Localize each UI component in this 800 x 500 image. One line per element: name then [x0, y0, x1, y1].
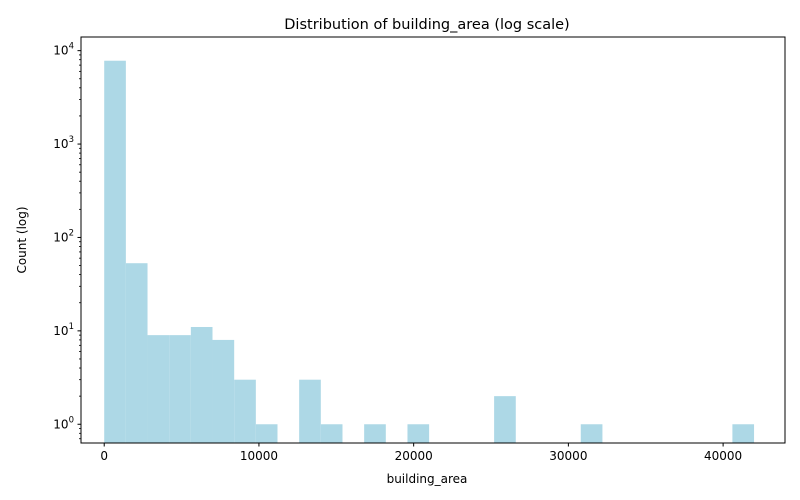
- histogram-bar: [234, 379, 256, 443]
- histogram-bar: [169, 335, 191, 443]
- histogram-bar: [190, 326, 213, 443]
- x-axis-label: building_area: [387, 472, 468, 486]
- histogram-bar: [732, 424, 755, 443]
- histogram-bar: [580, 424, 603, 443]
- y-tick-label: 100: [53, 415, 74, 431]
- histogram-bar: [212, 339, 235, 443]
- y-tick-label: 102: [53, 228, 74, 244]
- y-tick-label: 101: [53, 322, 74, 338]
- x-tick-label: 10000: [240, 449, 278, 463]
- x-tick-label: 30000: [549, 449, 587, 463]
- y-axis-label: Count (log): [15, 206, 29, 273]
- bars-group: [104, 60, 755, 443]
- chart-title: Distribution of building_area (log scale…: [284, 17, 569, 33]
- y-tick-label: 103: [53, 135, 74, 151]
- histogram-bar: [125, 263, 148, 443]
- x-tick-label: 20000: [395, 449, 433, 463]
- histogram-bar: [494, 396, 516, 443]
- histogram-bar: [364, 424, 386, 443]
- y-tick-label: 104: [53, 42, 74, 58]
- histogram-bar: [147, 335, 170, 443]
- histogram-bar: [255, 424, 278, 443]
- x-tick-label: 0: [100, 449, 108, 463]
- plot-frame: [80, 36, 786, 444]
- histogram-bar: [299, 379, 321, 443]
- histogram-bar: [104, 60, 126, 443]
- histogram-bar: [320, 424, 343, 443]
- y-axis-ticks: 100 101 102 103 104: [53, 42, 81, 440]
- histogram-bar: [407, 424, 430, 443]
- x-axis-ticks: 0 10000 20000 30000 40000: [100, 443, 742, 463]
- x-tick-label: 40000: [704, 449, 742, 463]
